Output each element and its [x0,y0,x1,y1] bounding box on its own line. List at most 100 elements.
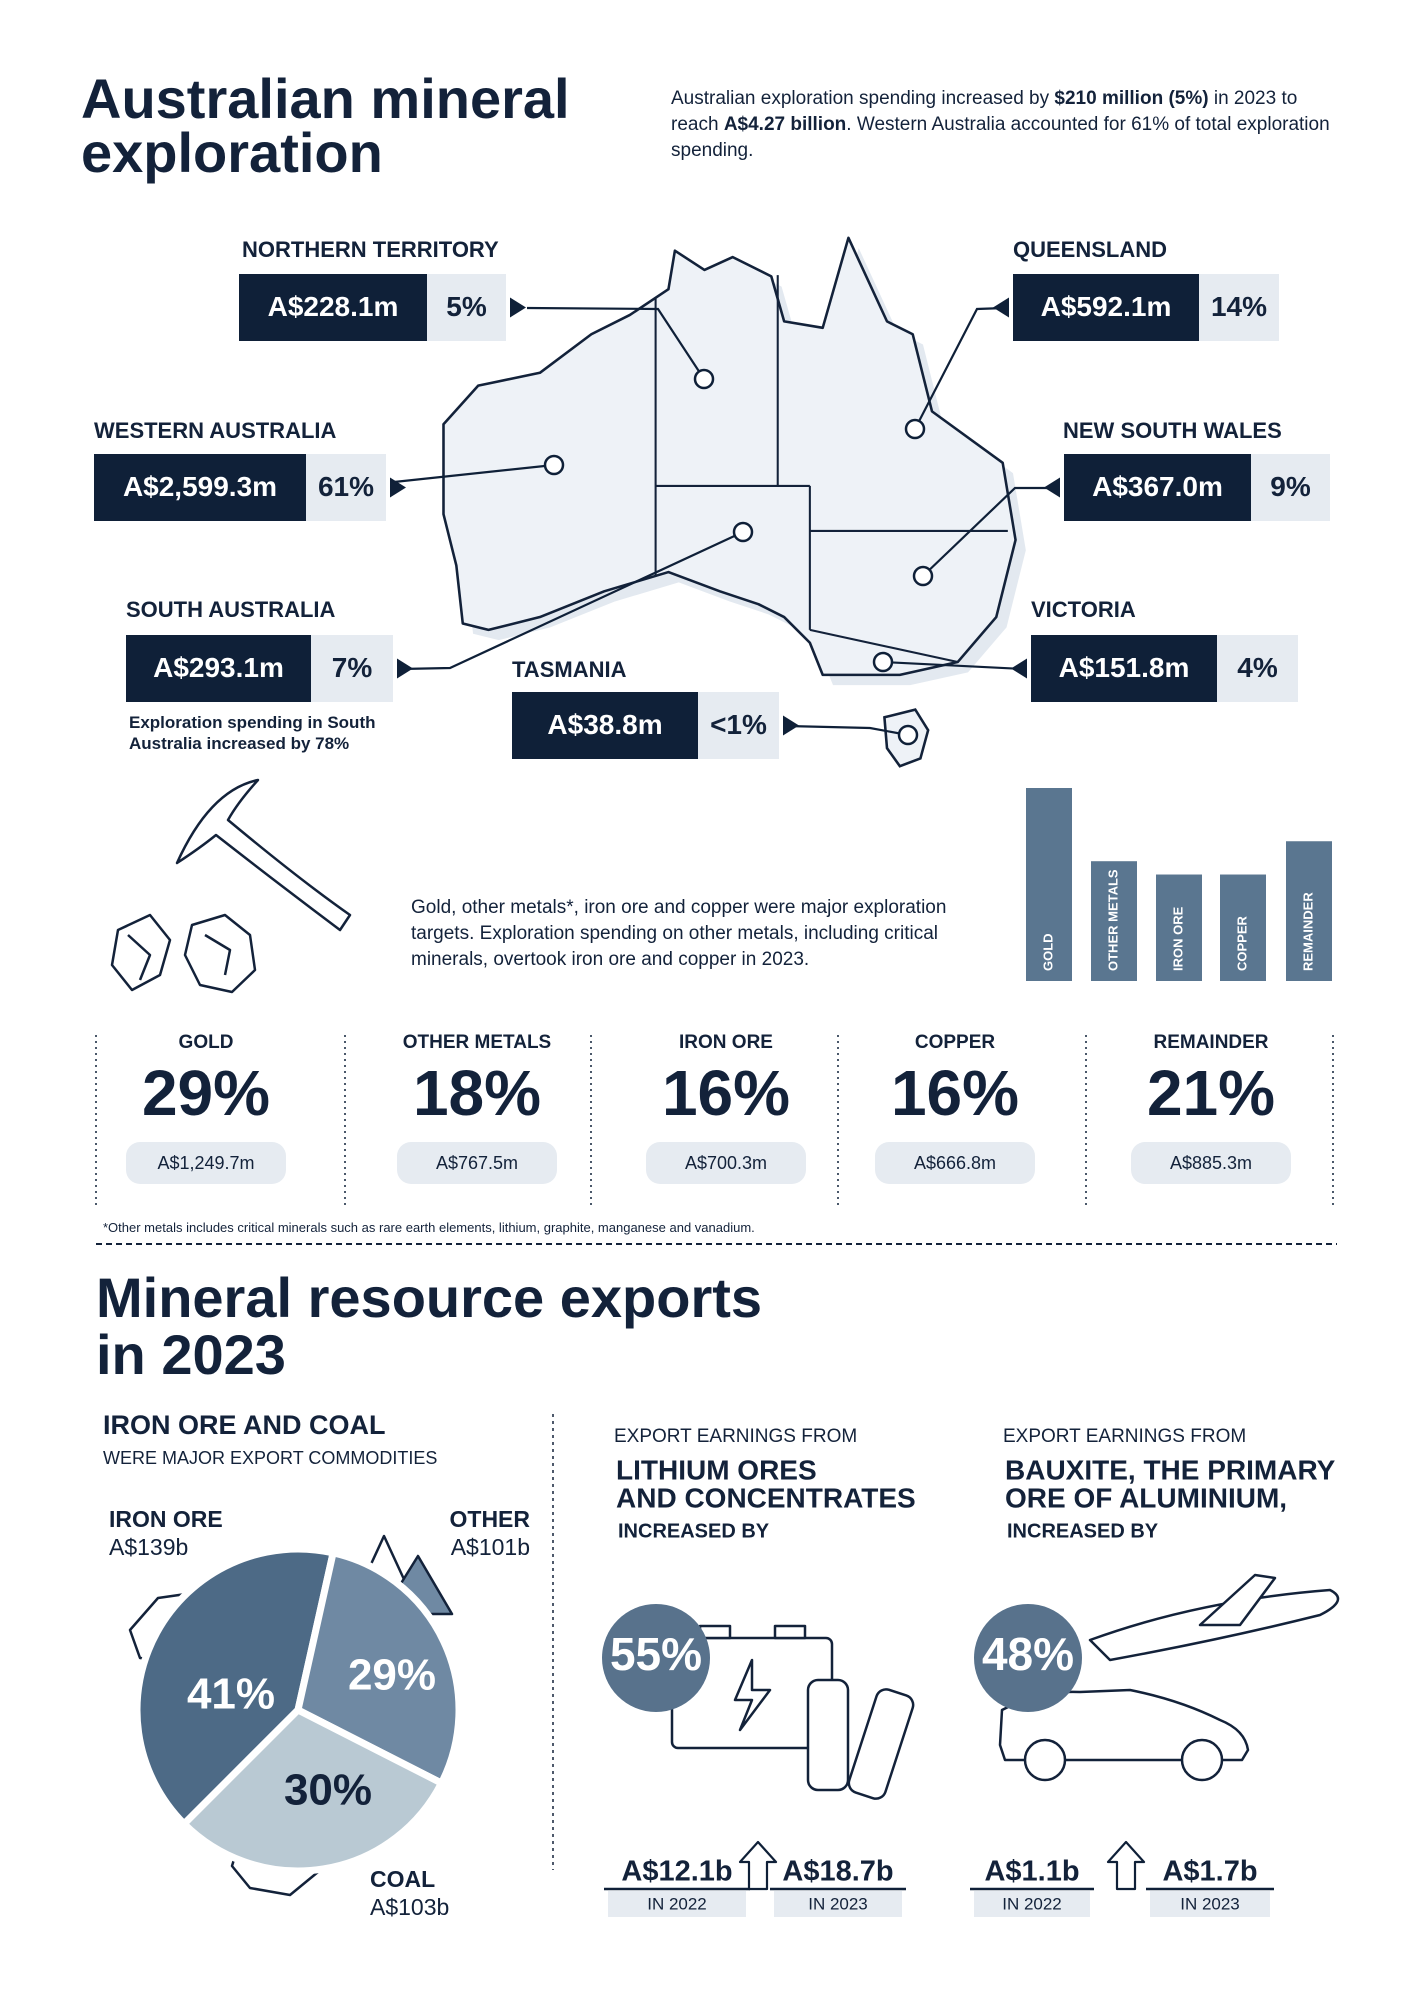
increase-label: 55% [610,1628,702,1680]
state-share: 5% [446,291,487,322]
state-name: QUEENSLAND [1013,237,1167,262]
pie-slice [294,1549,463,1787]
export-year: IN 2023 [1180,1894,1240,1913]
export-year: IN 2023 [808,1894,868,1913]
title-line: exploration [81,121,383,184]
stat-amount: A$700.3m [685,1153,767,1173]
stat-percent: 21% [1147,1057,1275,1129]
bar [1026,788,1072,981]
amount-box [1013,274,1199,341]
export-heading: AND CONCENTRATES [616,1482,916,1513]
commodities-heading: IRON ORE AND COAL [103,1410,386,1440]
bar [1220,874,1266,981]
amount-pill [875,1142,1035,1184]
share-box [306,454,386,521]
export-year: IN 2022 [647,1894,707,1913]
section-title-line: Mineral resource exports [96,1266,762,1329]
bar-label: COPPER [1234,915,1249,971]
state-name: WESTERN AUSTRALIA [94,418,337,443]
export-lead: INCREASED BY [618,1520,770,1542]
bar-label: REMAINDER [1300,892,1315,971]
share-box [698,692,779,759]
state-dot [543,454,565,476]
amount-pill [397,1142,557,1184]
increase-label: 48% [982,1628,1074,1680]
export-lead: INCREASED BY [1007,1520,1159,1542]
section-title-line: in 2023 [96,1323,286,1386]
state-amount: A$228.1m [268,291,399,322]
export-value: A$18.7b [782,1856,893,1888]
year-box [974,1891,1090,1917]
state-share: 4% [1237,652,1278,683]
pointer [390,477,406,498]
amount-box [1064,454,1251,521]
pointer [783,715,799,736]
state-amount: A$151.8m [1059,652,1190,683]
leader-line [922,486,1056,577]
pointer [993,297,1009,318]
increase-circle [974,1604,1082,1712]
targets-text: Gold, other metals*, iron ore and copper… [411,897,947,970]
intro-text: Australian exploration spending increase… [671,86,1331,164]
state-share: 9% [1270,471,1311,502]
leader-line [882,660,1024,671]
state-amount: A$367.0m [1092,471,1223,502]
car-plane-icon [998,1573,1340,1782]
intro-part: Australian exploration spending increase… [671,88,1055,109]
bar-label: OTHER METALS [1105,869,1120,971]
leader-line [786,724,909,737]
pie-slice [180,1706,445,1875]
state-share: <1% [710,709,767,740]
stat-amount: A$1,249.7m [157,1153,254,1173]
share-box [1251,454,1330,521]
pie-amount: A$101b [451,1534,530,1560]
amount-box [512,692,698,759]
pie-category: IRON ORE [109,1506,223,1532]
state-dot [732,521,754,543]
stat-category: REMAINDER [1153,1032,1268,1053]
share-box [427,274,506,341]
amount-pill [126,1142,286,1184]
state-dot [912,565,934,587]
share-box [311,635,393,702]
intro-part: A$4.27 billion [723,114,847,135]
pie-value-label: 41% [187,1670,275,1719]
export-year: IN 2022 [1002,1894,1062,1913]
stat-percent: 29% [142,1057,270,1129]
amount-box [1031,635,1217,702]
stat-amount: A$767.5m [436,1153,518,1173]
state-name: NEW SOUTH WALES [1063,418,1282,443]
amount-box [239,274,427,341]
export-value: A$1.7b [1162,1856,1257,1888]
sa-note: Exploration spending in South Australia … [129,713,376,753]
amount-box [94,454,306,521]
commodities-subheading: WERE MAJOR EXPORT COMMODITIES [103,1448,437,1468]
amount-pill [646,1142,806,1184]
amount-box [126,635,311,702]
map [442,236,1026,768]
pointer [1011,658,1027,679]
export-heading: ORE OF ALUMINIUM, [1005,1482,1287,1513]
state-name: TASMANIA [512,657,627,682]
bar-label: IRON ORE [1170,906,1185,971]
state-amount: A$293.1m [153,652,284,683]
state-dot [897,724,919,746]
bar [1091,861,1137,981]
export-value: A$1.1b [984,1856,1079,1888]
pick-icon [110,778,352,994]
export-kicker: EXPORT EARNINGS FROM [1003,1426,1246,1447]
pointer [1044,477,1060,498]
leader-line [526,306,705,380]
export-heading: BAUXITE, THE PRIMARY [1005,1454,1336,1485]
pie-amount: A$103b [370,1894,449,1920]
stat-category: OTHER METALS [403,1032,551,1053]
pointer [510,297,526,318]
title-line: Australian mineral [81,67,570,130]
bar [1156,874,1202,981]
stat-category: GOLD [179,1032,234,1053]
export-kicker: EXPORT EARNINGS FROM [614,1426,857,1447]
intro-part: . Western Australia accounted for 61% of… [671,114,1330,161]
footnote: *Other metals includes critical minerals… [103,1220,755,1235]
